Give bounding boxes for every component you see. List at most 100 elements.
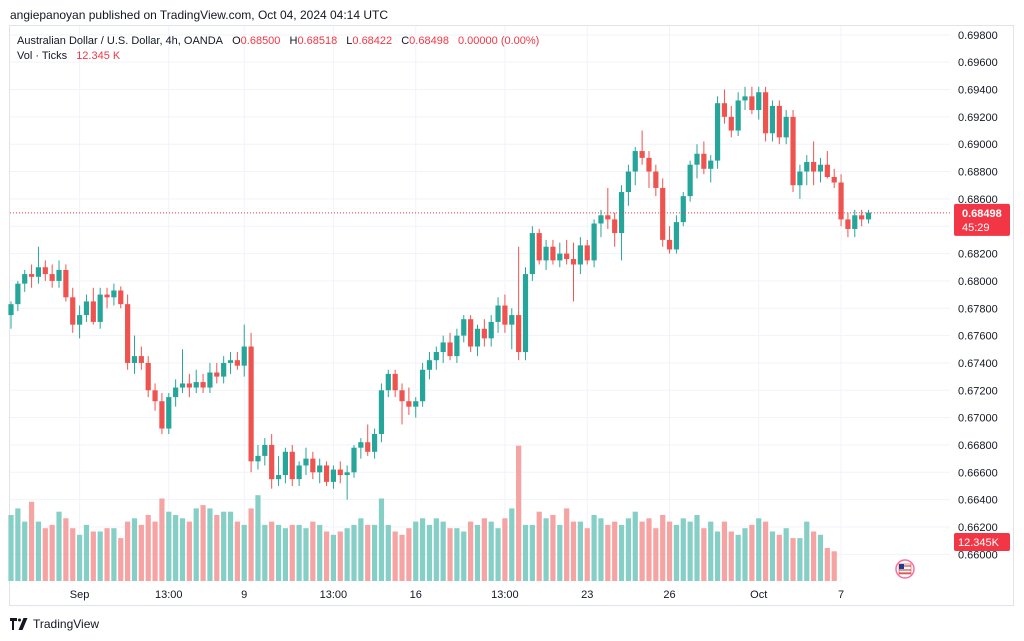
candle-body[interactable] [15,283,21,305]
candle-body[interactable] [666,239,673,250]
candle-body[interactable] [763,92,769,134]
candle-body[interactable] [227,360,234,363]
candle-body[interactable] [495,305,501,322]
candle-body[interactable] [639,151,645,158]
candle-body[interactable] [433,352,439,361]
candle-body[interactable] [605,215,611,220]
candle-body[interactable] [817,164,824,172]
candle-body[interactable] [440,342,446,352]
candle-body[interactable] [708,160,714,169]
candle-body[interactable] [248,346,254,462]
candle-body[interactable] [701,153,707,169]
candle-body[interactable] [618,192,625,234]
candle-body[interactable] [845,219,851,229]
candle-body[interactable] [358,442,364,448]
candle-body[interactable] [269,444,275,480]
candle-body[interactable] [790,116,796,186]
candle-body[interactable] [296,465,302,480]
candle-body[interactable] [797,171,803,186]
candle-body[interactable] [49,274,55,281]
candle-body[interactable] [392,373,398,391]
candle-body[interactable] [804,161,810,172]
candle-body[interactable] [70,297,76,325]
candle-body[interactable] [468,319,474,347]
candle-body[interactable] [536,233,542,261]
candle-body[interactable] [275,475,282,480]
candle-body[interactable] [735,100,741,131]
candle-body[interactable] [598,215,604,224]
candle-body[interactable] [680,196,686,223]
candle-body[interactable] [104,294,110,298]
candle-body[interactable] [632,151,638,172]
candle-body[interactable] [591,223,597,261]
candle-body[interactable] [721,103,728,117]
candle-body[interactable] [173,387,179,398]
candle-body[interactable] [323,465,330,482]
candle-body[interactable] [838,182,844,220]
candle-body[interactable] [200,382,206,388]
candle-body[interactable] [22,274,28,284]
candle-body[interactable] [214,372,220,377]
candle-body[interactable] [145,362,151,391]
candle-body[interactable] [557,253,563,261]
candle-body[interactable] [371,434,378,452]
candle-body[interactable] [673,222,680,250]
candle-body[interactable] [399,390,405,402]
candle-body[interactable] [749,96,755,111]
candle-body[interactable] [653,171,659,188]
candle-body[interactable] [509,315,515,325]
candle-body[interactable] [241,346,247,366]
candle-body[interactable] [186,383,192,388]
candle-body[interactable] [289,451,295,480]
candle-body[interactable] [488,321,494,339]
candle-body[interactable] [447,342,453,357]
candle-body[interactable] [330,469,337,482]
candle-body[interactable] [776,105,782,138]
candle-body[interactable] [516,315,522,352]
candle-body[interactable] [420,369,426,402]
symbol-title[interactable]: Australian Dollar / U.S. Dollar, 4h, OAN… [17,35,224,47]
candle-body[interactable] [8,304,14,316]
candle-body[interactable] [714,103,721,161]
candle-body[interactable] [865,212,872,220]
candle-body[interactable] [207,372,213,388]
candle-body[interactable] [502,305,508,325]
candle-body[interactable] [159,401,165,429]
candle-body[interactable] [262,444,268,456]
footer-brand[interactable]: TradingView [10,617,99,631]
volume-label[interactable]: Vol · Ticks [17,50,68,62]
candle-body[interactable] [234,360,240,366]
candle-body[interactable] [769,105,776,134]
candle-body[interactable] [783,116,789,138]
candle-body[interactable] [83,301,90,316]
candle-body[interactable] [577,245,583,265]
candle-body[interactable] [756,92,762,111]
candle-body[interactable] [28,274,35,277]
candle-body[interactable] [481,328,487,339]
candle-body[interactable] [351,447,357,473]
candle-body[interactable] [406,401,412,407]
candle-body[interactable] [852,215,858,229]
candle-body[interactable] [584,245,590,261]
candle-body[interactable] [522,274,529,352]
candle-body[interactable] [570,259,577,265]
candle-body[interactable] [35,267,42,277]
candle-body[interactable] [221,362,227,377]
candle-body[interactable] [461,319,467,336]
candle-body[interactable] [255,455,261,462]
candle-body[interactable] [612,219,618,234]
candle-body[interactable] [97,294,103,322]
candle-body[interactable] [378,390,385,435]
candle-body[interactable] [317,465,323,473]
candle-body[interactable] [131,356,138,363]
candle-body[interactable] [543,246,549,261]
candle-body[interactable] [625,171,631,193]
candle-body[interactable] [413,401,419,407]
candle-body[interactable] [474,328,481,347]
candle-body[interactable] [282,451,288,476]
candle-body[interactable] [550,246,556,261]
candle-body[interactable] [111,290,117,298]
candle-body[interactable] [824,164,830,178]
candle-body[interactable] [859,215,865,220]
